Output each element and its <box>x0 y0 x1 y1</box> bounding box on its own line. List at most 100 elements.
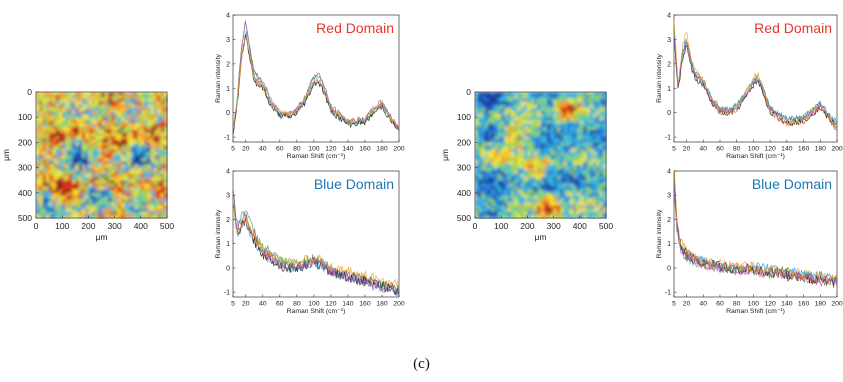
heatmap-cell <box>501 192 506 197</box>
heatmap-cell <box>589 199 594 203</box>
heatmap-cell <box>481 136 486 140</box>
heatmap-cell <box>68 145 73 150</box>
heatmap-cell <box>147 170 152 175</box>
heatmap-cell <box>58 151 63 156</box>
heatmap-cell <box>81 205 86 210</box>
heatmap-cell <box>517 177 522 181</box>
heatmap-cell <box>494 123 499 128</box>
heatmap-cell <box>111 180 116 184</box>
heatmap-cell <box>111 139 116 143</box>
heatmap-cell <box>72 161 76 166</box>
heatmap-cell <box>481 208 486 213</box>
heatmap-cell <box>481 183 486 188</box>
heatmap-cell <box>527 148 532 153</box>
heatmap-cell <box>537 155 542 159</box>
heatmap-cell <box>497 126 502 131</box>
heatmap-cell <box>163 123 168 128</box>
heatmap-cell <box>478 202 483 206</box>
heatmap-cell <box>160 211 165 216</box>
heatmap-cell <box>579 92 584 96</box>
heatmap-cell <box>140 120 145 125</box>
heatmap-cell <box>137 95 142 99</box>
heatmap-cell <box>592 189 597 194</box>
heatmap-cell <box>68 142 73 147</box>
spectrum-y-tick-label: 0 <box>226 265 230 272</box>
heatmap-cell <box>596 180 601 184</box>
heatmap-cell <box>566 120 571 125</box>
heatmap-cell <box>573 158 578 162</box>
heatmap-cell <box>550 214 555 219</box>
heatmap-cell <box>602 136 607 140</box>
heatmap-cell <box>484 173 489 178</box>
heatmap-cell <box>602 199 607 203</box>
heatmap-cell <box>520 110 525 115</box>
heatmap-cell <box>547 120 551 125</box>
heatmap-cell <box>147 114 152 118</box>
heatmap-cell <box>127 202 132 206</box>
heatmap-cell <box>78 189 83 194</box>
heatmap-cell <box>530 132 535 137</box>
heatmap-cell <box>72 177 76 181</box>
heatmap-cell <box>566 95 571 99</box>
heatmap-cell <box>114 151 119 156</box>
heatmap-cell <box>478 139 483 143</box>
heatmap-cell <box>150 158 155 162</box>
heatmap-cell <box>121 186 126 191</box>
heatmap-cell <box>576 192 581 197</box>
heatmap-cell <box>134 151 139 156</box>
spectrum-x-tick-label: 80 <box>733 301 741 308</box>
heatmap-cell <box>550 104 555 109</box>
heatmap-cell <box>533 92 538 96</box>
heatmap-cell <box>163 164 168 169</box>
heatmap-cell <box>114 107 119 112</box>
heatmap-cell <box>517 214 522 219</box>
heatmap-cell <box>150 151 155 156</box>
heatmap-cell <box>520 136 525 140</box>
heatmap-cell <box>101 202 106 206</box>
heatmap-cell <box>147 186 152 191</box>
heatmap-cell <box>98 167 103 172</box>
heatmap-cell <box>520 195 525 200</box>
heatmap-cell <box>550 155 555 159</box>
heatmap-cell <box>543 92 548 96</box>
heatmap-cell <box>94 148 99 153</box>
heatmap-cell <box>589 114 594 118</box>
heatmap-x-tick-label: 0 <box>473 221 478 231</box>
heatmap-cell <box>501 186 506 191</box>
heatmap-cell <box>475 104 479 109</box>
spectrum-x-tick-label: 180 <box>815 301 827 308</box>
heatmap-cell <box>140 214 145 219</box>
heatmap-cell <box>52 205 57 210</box>
heatmap-cell <box>65 142 70 147</box>
heatmap-cell <box>121 120 126 125</box>
heatmap-cell <box>108 98 112 103</box>
heatmap-cell <box>497 136 502 140</box>
heatmap-cell <box>550 199 555 203</box>
heatmap-cell <box>88 132 93 137</box>
heatmap-cell <box>65 126 70 131</box>
heatmap-cell <box>497 180 502 184</box>
heatmap-cell <box>68 129 73 134</box>
heatmap-cell <box>94 139 99 143</box>
heatmap-cell <box>511 95 515 99</box>
heatmap-cell <box>494 177 499 181</box>
heatmap-cell <box>62 208 67 213</box>
heatmap-cell <box>602 164 607 169</box>
heatmap-cell <box>501 98 506 103</box>
heatmap-cell <box>104 177 109 181</box>
heatmap-cell <box>58 211 63 216</box>
heatmap-cell <box>55 139 60 143</box>
spectrum-y-tick-label: 0 <box>667 110 671 117</box>
heatmap-cell <box>484 98 489 103</box>
heatmap-cell <box>507 120 512 125</box>
heatmap-cell <box>163 180 168 184</box>
heatmap-cell <box>94 107 99 112</box>
heatmap-cell <box>586 202 591 206</box>
heatmap-cell <box>98 136 103 140</box>
heatmap-cell <box>530 95 535 99</box>
heatmap-cell <box>563 155 568 159</box>
heatmap-cell <box>94 117 99 121</box>
heatmap-cell <box>104 123 109 128</box>
heatmap-cell <box>88 180 93 184</box>
heatmap-cell <box>602 177 607 181</box>
